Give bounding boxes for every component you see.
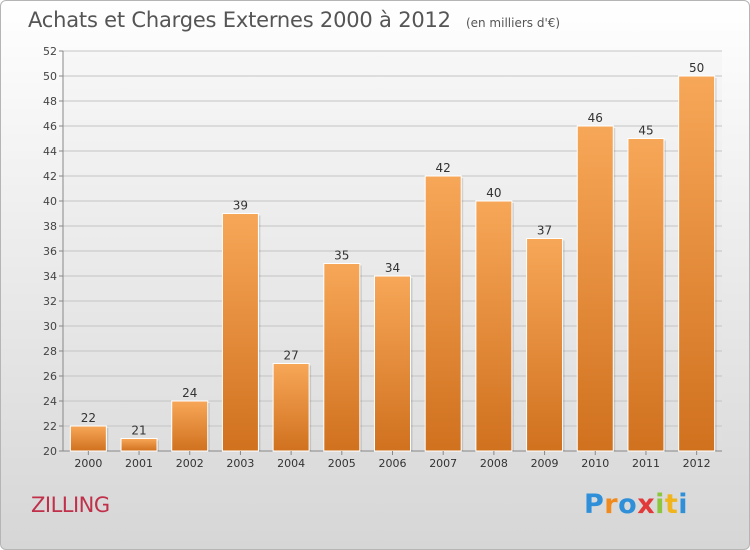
bar-2008: [475, 200, 513, 452]
bar-2010: [576, 125, 614, 452]
bar-2003: [221, 213, 259, 452]
y-tick-label: 26: [43, 370, 57, 383]
bar-value-label: 42: [436, 161, 451, 175]
logo-letter: t: [664, 489, 679, 520]
x-tick-label: 2009: [531, 457, 559, 470]
proxiti-logo: Proxiti: [584, 489, 688, 520]
bar-2011: [627, 138, 665, 452]
bar-value-label: 21: [131, 424, 146, 438]
bar-value-label: 35: [334, 249, 349, 263]
y-tick-label: 42: [43, 170, 57, 183]
x-tick-label: 2008: [480, 457, 508, 470]
x-tick-label: 2012: [683, 457, 711, 470]
bar-value-label: 27: [283, 349, 298, 363]
chart-title: Achats et Charges Externes 2000 à 2012 (…: [28, 8, 560, 32]
logo-letter: x: [637, 489, 656, 520]
x-tick-label: 2004: [277, 457, 305, 470]
y-tick-label: 20: [43, 445, 57, 458]
logo-letter: i: [678, 489, 689, 520]
y-tick-label: 32: [43, 295, 57, 308]
y-tick-label: 48: [43, 95, 57, 108]
bar-value-label: 39: [233, 199, 248, 213]
y-tick-label: 40: [43, 195, 57, 208]
bar-2001: [120, 438, 158, 452]
x-tick-label: 2003: [226, 457, 254, 470]
bar-2000: [69, 425, 107, 452]
x-tick-label: 2000: [74, 457, 102, 470]
bar-value-label: 46: [588, 111, 603, 125]
x-tick-label: 2010: [581, 457, 609, 470]
logo-letter: i: [655, 489, 665, 520]
y-tick-label: 34: [43, 270, 57, 283]
bar-value-label: 50: [689, 61, 704, 75]
commune-name: ZILLING: [31, 493, 110, 517]
logo-letter: o: [618, 489, 638, 520]
logo-letter: P: [584, 489, 605, 520]
y-tick-label: 38: [43, 220, 57, 233]
bar-2007: [424, 175, 462, 452]
y-tick-label: 36: [43, 245, 57, 258]
bar-value-label: 37: [537, 224, 552, 238]
y-tick-label: 22: [43, 420, 57, 433]
y-tick-label: 52: [43, 45, 57, 58]
bar-value-label: 24: [182, 386, 197, 400]
bar-2005: [323, 263, 361, 452]
x-tick-label: 2011: [632, 457, 660, 470]
x-tick-label: 2005: [328, 457, 356, 470]
bar-value-label: 40: [486, 186, 501, 200]
bar-2002: [171, 400, 209, 452]
y-tick-label: 24: [43, 395, 57, 408]
bar-value-label: 22: [81, 411, 96, 425]
bar-2012: [678, 75, 716, 452]
x-tick-label: 2007: [429, 457, 457, 470]
bar-2009: [526, 238, 564, 452]
bar-value-label: 34: [385, 261, 400, 275]
bar-2004: [272, 363, 310, 452]
y-tick-label: 46: [43, 120, 57, 133]
logo-letter: r: [604, 489, 619, 520]
bar-value-label: 45: [638, 124, 653, 138]
x-tick-label: 2002: [176, 457, 204, 470]
y-tick-label: 44: [43, 145, 57, 158]
x-tick-label: 2006: [379, 457, 407, 470]
title-main: Achats et Charges Externes 2000 à 2012: [28, 8, 451, 32]
y-tick-label: 30: [43, 320, 57, 333]
bar-2006: [374, 275, 411, 452]
title-unit: (en milliers d'€): [465, 16, 561, 30]
x-tick-label: 2001: [125, 457, 153, 470]
y-tick-label: 50: [43, 70, 57, 83]
y-tick-label: 28: [43, 345, 57, 358]
